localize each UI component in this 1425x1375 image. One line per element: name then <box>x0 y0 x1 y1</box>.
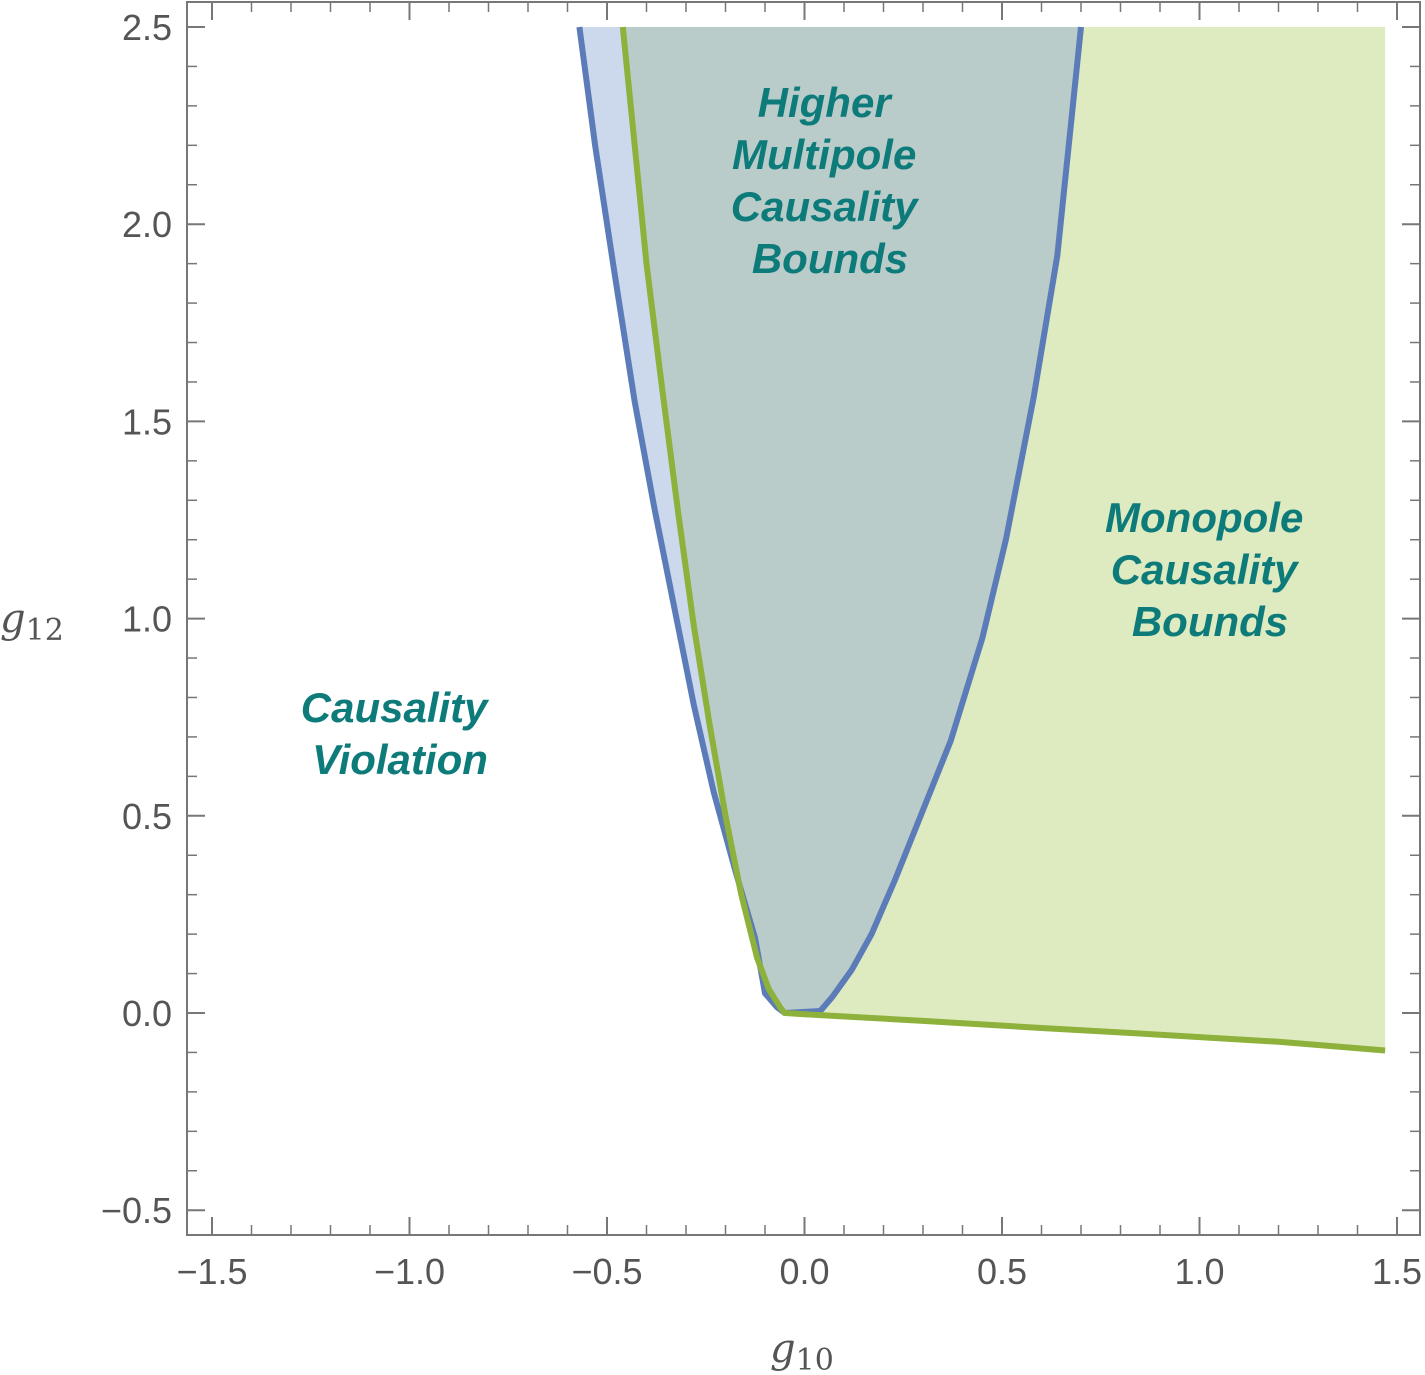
y-tick-label: 1.5 <box>122 401 172 442</box>
annotation-causality-violation: Causality Violation <box>301 684 499 783</box>
y-tick-label: 0.0 <box>122 993 172 1034</box>
annotation-line: Monopole <box>1105 494 1303 541</box>
annotation-line: Causality <box>301 684 490 731</box>
annotation-line: Bounds <box>1132 598 1288 645</box>
annotation-line: Multipole <box>732 131 916 178</box>
annotation-monopole: Monopole Causality Bounds <box>1105 494 1315 645</box>
x-tick-label: 1.5 <box>1372 1251 1422 1292</box>
x-axis-label-sub: 10 <box>796 1343 834 1375</box>
x-tick-label: −1.0 <box>374 1251 445 1292</box>
y-tick-label: 2.0 <box>122 204 172 245</box>
y-axis-label: g12 <box>0 596 64 648</box>
annotation-higher-multipole: Higher Multipole Causality Bounds <box>731 79 929 282</box>
x-axis-label-base: g <box>770 1326 796 1372</box>
monopole-boundary-line <box>619 26 1386 1054</box>
y-tick-label: 0.5 <box>122 796 172 837</box>
y-tick-label: 1.0 <box>122 599 172 640</box>
y-tick-label: −0.5 <box>101 1190 172 1231</box>
x-tick-label: 0.0 <box>779 1251 829 1292</box>
annotation-line: Violation <box>312 736 488 783</box>
regions-layer <box>576 26 1386 1054</box>
x-axis-label: g10 <box>770 1326 834 1375</box>
ticks-layer: −1.5 −1.0 −0.5 0.0 0.5 1.0 1.5 −0.5 0.0 0.5 1.0 1.5… <box>101 2 1422 1292</box>
annotation-line: Causality <box>1111 546 1300 593</box>
x-tick-label: −1.5 <box>176 1251 247 1292</box>
annotation-line: Higher <box>758 79 894 126</box>
annotation-line: Bounds <box>752 235 908 282</box>
x-tick-label: 0.5 <box>977 1251 1027 1292</box>
annotation-line: Causality <box>731 183 920 230</box>
y-axis-label-base: g <box>0 596 26 642</box>
y-axis-label-sub: 12 <box>26 613 64 648</box>
y-tick-label: 2.5 <box>122 7 172 48</box>
x-tick-label: 1.0 <box>1174 1251 1224 1292</box>
higher-multipole-region-fill <box>579 27 1081 1013</box>
x-tick-label: −0.5 <box>571 1251 642 1292</box>
